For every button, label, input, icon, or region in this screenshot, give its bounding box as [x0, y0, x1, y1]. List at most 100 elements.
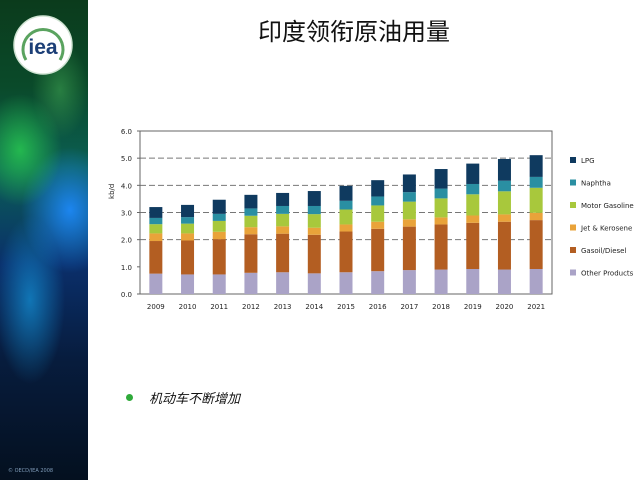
bar-segment — [212, 199, 226, 214]
y-tick-label: 2.0 — [121, 237, 132, 245]
iea-logo: iea — [13, 15, 73, 75]
bar-segment — [371, 196, 385, 206]
x-tick-label: 2015 — [337, 303, 355, 311]
bar-segment — [244, 234, 258, 273]
bar-segment — [529, 212, 543, 221]
bar-segment — [529, 269, 543, 294]
bar-segment — [149, 273, 163, 294]
bar-segment — [497, 221, 511, 270]
bar-segment — [371, 271, 385, 294]
y-tick-label: 5.0 — [121, 155, 132, 163]
y-tick-label: 4.0 — [121, 182, 132, 190]
bar-segment — [497, 180, 511, 192]
bar-segment — [529, 187, 543, 213]
y-tick-label: 6.0 — [121, 128, 132, 136]
bar-segment — [244, 194, 258, 209]
bar-segment — [276, 272, 290, 294]
bar-segment — [402, 226, 416, 271]
bar-segment — [529, 155, 543, 177]
bar-segment — [434, 169, 448, 189]
bar-segment — [339, 185, 353, 201]
bar-segment — [181, 204, 195, 218]
bar-segment — [149, 224, 163, 234]
x-tick-label: 2011 — [210, 303, 228, 311]
bar-segment — [529, 220, 543, 270]
bullet-text: 机动车不断增加 — [149, 392, 241, 407]
bar-segment — [307, 234, 321, 274]
bar-segment — [497, 269, 511, 294]
legend-label: Other Products — [581, 270, 634, 278]
bar-segment — [244, 208, 258, 216]
bar-segment — [529, 176, 543, 188]
legend-swatch — [570, 269, 576, 276]
legend-swatch — [570, 247, 576, 253]
bar-segment — [339, 200, 353, 210]
bar-segment — [244, 215, 258, 228]
bar-segment — [371, 180, 385, 197]
bar-segment — [307, 205, 321, 215]
bar-segment — [466, 269, 480, 294]
bar-segment — [402, 270, 416, 294]
legend-label: Motor Gasoline — [581, 202, 634, 210]
y-tick-label: 3.0 — [121, 210, 132, 218]
x-tick-label: 2016 — [369, 303, 387, 311]
bar-segment — [212, 213, 226, 221]
x-tick-label: 2012 — [242, 303, 260, 311]
x-tick-label: 2009 — [147, 303, 165, 311]
bar-segment — [497, 191, 511, 215]
bar-segment — [276, 213, 290, 227]
bar-segment — [276, 205, 290, 214]
bar-segment — [434, 217, 448, 225]
x-tick-label: 2014 — [305, 303, 323, 311]
bar-segment — [497, 158, 511, 181]
bar-segment — [339, 209, 353, 225]
logo-text: iea — [28, 36, 58, 59]
legend-swatch — [570, 224, 576, 231]
bar-segment — [181, 240, 195, 275]
bar-segment — [181, 217, 195, 224]
bar-segment — [149, 241, 163, 274]
legend-swatch — [570, 179, 576, 186]
bar-segment — [402, 219, 416, 227]
sidebar-decoration: iea © OECD/IEA 2008 — [0, 0, 88, 480]
bar-segment — [276, 226, 290, 234]
bar-segment — [276, 192, 290, 206]
bar-segment — [402, 192, 416, 202]
bar-segment — [212, 220, 226, 232]
bar-segment — [212, 231, 226, 240]
stacked-bar-chart: 0.0 1.0 2.0 3.0 4.0 5.0 6.0 kb/d 2009 2010 2011 201… — [108, 128, 634, 311]
bar-segment — [339, 272, 353, 294]
bar-segment — [244, 272, 258, 294]
bar-segment — [181, 223, 195, 234]
legend-label: Naphtha — [581, 180, 611, 188]
bar-segment — [371, 221, 385, 229]
x-tick-label: 2017 — [400, 303, 418, 311]
bar-segment — [339, 224, 353, 232]
y-axis-label: kb/d — [108, 184, 116, 199]
bar-segment — [181, 274, 195, 294]
bar-segment — [466, 222, 480, 270]
legend-label: Gasoil/Diesel — [581, 247, 626, 255]
bar-segment — [434, 224, 448, 270]
bar-segment — [276, 233, 290, 273]
bar-segment — [402, 174, 416, 193]
x-tick-label: 2018 — [432, 303, 450, 311]
bar-segment — [212, 274, 226, 294]
legend-label: Jet & Kerosene — [580, 225, 632, 233]
bullet-point: 机动车不断增加 — [126, 388, 240, 407]
bar-segment — [307, 191, 321, 206]
x-tick-label: 2021 — [527, 303, 545, 311]
bar-segment — [466, 163, 480, 184]
x-tick-label: 2019 — [464, 303, 482, 311]
bar-segment — [466, 194, 480, 216]
legend-swatch — [570, 202, 576, 208]
bar-segment — [434, 188, 448, 199]
bar-segment — [371, 205, 385, 222]
slide-title: 印度领衔原油用量 — [258, 18, 450, 46]
bar-segment — [212, 239, 226, 275]
x-tick-label: 2013 — [274, 303, 292, 311]
bar-segment — [466, 183, 480, 195]
bar-segment — [307, 214, 321, 228]
bar-segment — [497, 214, 511, 222]
bar-segment — [466, 215, 480, 223]
